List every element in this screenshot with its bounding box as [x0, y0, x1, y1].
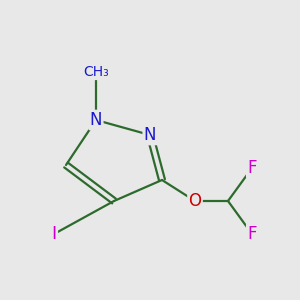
Text: N: N: [90, 111, 102, 129]
Text: F: F: [247, 159, 257, 177]
Text: N: N: [144, 126, 156, 144]
Text: I: I: [51, 225, 57, 243]
Text: CH₃: CH₃: [83, 65, 109, 79]
Text: F: F: [247, 225, 257, 243]
Text: O: O: [188, 192, 202, 210]
